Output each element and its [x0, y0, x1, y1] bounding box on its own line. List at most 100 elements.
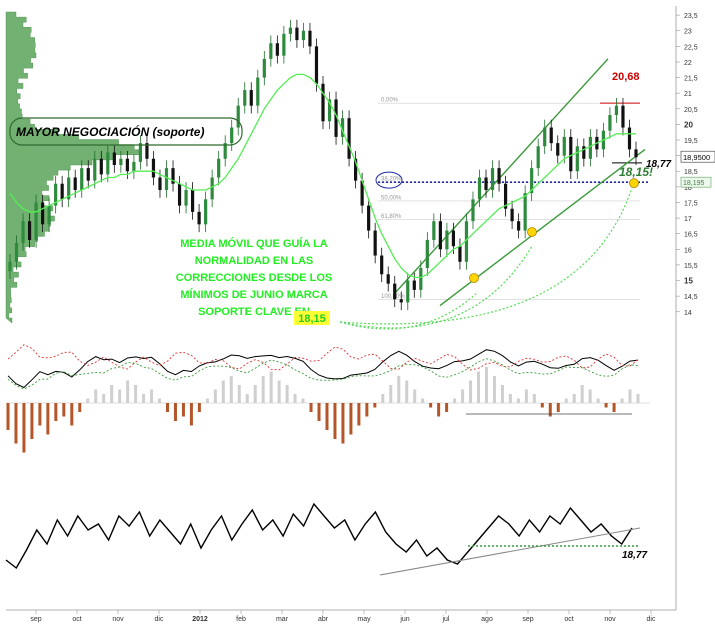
candle-body [484, 177, 488, 190]
price-tick-label: 20 [684, 120, 693, 129]
volume-profile [5, 11, 140, 324]
osc-bar [437, 403, 441, 417]
osc-bar [508, 394, 512, 403]
x-tick-label: nov [604, 616, 616, 623]
x-tick-label: sep [522, 616, 533, 623]
fib-level-label: 61,80% [381, 214, 402, 220]
ma-note-line: CORRECCIONES DESDE LOS [176, 272, 332, 284]
x-tick-label: oct [72, 616, 81, 623]
candle-body [210, 177, 214, 200]
candle-body [451, 230, 456, 247]
osc-bar [628, 389, 632, 403]
candle-body [27, 221, 32, 240]
osc-bar [158, 398, 162, 403]
osc-bar [341, 403, 345, 444]
candle-body [164, 168, 169, 190]
osc-bar [540, 403, 544, 408]
osc-bar [381, 394, 385, 403]
candle-body [86, 168, 90, 181]
fib-highlight-circle [375, 171, 403, 189]
candle-body [256, 77, 260, 106]
candle-body [497, 168, 501, 184]
moving-average-line [9, 73, 636, 279]
osc-bar [532, 394, 536, 403]
x-tick-label: nov [112, 616, 124, 623]
candle-body [41, 202, 45, 225]
osc-bar [253, 385, 257, 403]
osc-bar [373, 403, 377, 408]
osc-bar [333, 403, 337, 439]
candle-body [536, 146, 540, 169]
osc-bar [94, 389, 98, 403]
oscillator-panel [6, 344, 650, 453]
x-tick-label: dic [155, 616, 164, 623]
candle-body [523, 193, 527, 231]
osc-bar [277, 380, 281, 403]
candle-body [73, 177, 77, 190]
candle-body [627, 127, 632, 150]
osc-bar [556, 403, 560, 412]
candle-body [634, 149, 638, 158]
x-tick-label: mar [276, 616, 289, 623]
osc-bar [70, 403, 74, 426]
osc-bar [524, 389, 528, 403]
candle-body [269, 43, 273, 59]
price-tick-label: 20,5 [684, 107, 698, 114]
candle-body [412, 280, 416, 290]
price-panel: 0,00%38,20%50,00%61,80%100,00% [8, 19, 650, 311]
osc-bar [14, 403, 18, 444]
candle-body [510, 208, 514, 222]
candle-body [262, 58, 266, 78]
candle-body [614, 105, 619, 116]
osc-bar [548, 403, 552, 417]
osc-bar [22, 403, 26, 453]
osc-bar [221, 380, 225, 403]
rsi-trendline [379, 527, 641, 576]
candle-body [575, 146, 579, 172]
price-tick-label: 17 [684, 216, 692, 223]
price-tick-label: 16,5 [684, 232, 698, 239]
candle-body [314, 46, 319, 84]
candle-body [282, 33, 286, 56]
osc-bar [30, 403, 34, 439]
price-tick-label: 15 [684, 277, 693, 286]
x-tick-label: dic [647, 616, 656, 623]
candle-body [125, 158, 129, 172]
price-tick-label: 14,5 [684, 294, 698, 301]
x-tick-label: may [357, 616, 371, 623]
osc-bar [596, 398, 600, 403]
osc-bar [620, 398, 624, 403]
candle-body [236, 105, 240, 128]
osc-bar [150, 389, 154, 403]
candle-body [8, 261, 12, 272]
support-label: 18,15! [619, 165, 653, 179]
candle-body [132, 161, 136, 172]
osc-bar [445, 403, 449, 412]
candle-body [295, 27, 299, 41]
candle-body [530, 168, 534, 194]
candle-body [47, 205, 51, 225]
candle-body [419, 268, 423, 290]
candle-body [80, 168, 84, 190]
x-tick-label: jun [399, 616, 409, 623]
candle-body [503, 183, 508, 209]
osc-bar [389, 385, 393, 403]
osc-bar [588, 389, 592, 403]
candle-body [438, 221, 442, 250]
osc-bar [612, 403, 616, 412]
candle-body [223, 143, 227, 159]
level-label: 18,77 [646, 159, 671, 170]
osc-bar [78, 403, 82, 412]
osc-bar [189, 403, 193, 426]
osc-bar [636, 394, 640, 403]
candle-body [197, 211, 201, 225]
candle-body [464, 221, 469, 262]
candle-body [308, 30, 312, 47]
candle-body [106, 152, 110, 175]
osc-bar [86, 398, 90, 403]
fib-level-label: 38,20% [381, 177, 402, 183]
osc-main-line [7, 349, 639, 389]
ma-note-value: 18,15 [298, 313, 326, 325]
axes: 23,52322,52221,52120,52019,51918,51817,5… [6, 6, 715, 623]
